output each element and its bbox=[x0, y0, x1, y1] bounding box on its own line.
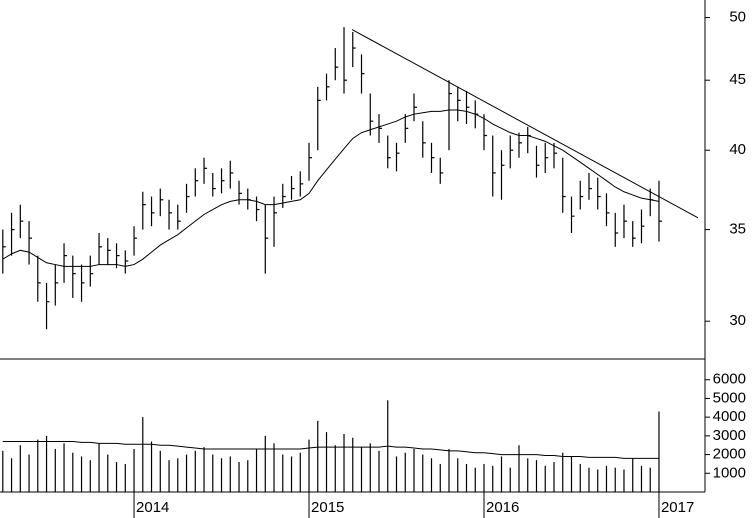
x-tick-label: 2016 bbox=[486, 499, 519, 516]
y-tick-label: 6000 bbox=[713, 371, 746, 388]
moving-average bbox=[2, 109, 660, 267]
y-tick-label: 35 bbox=[729, 221, 746, 238]
trendline bbox=[351, 29, 699, 219]
y-tick-label: 2000 bbox=[713, 446, 746, 463]
x-tick-label: 2014 bbox=[136, 499, 169, 516]
y-tick-label: 40 bbox=[729, 141, 746, 158]
y-tick-label: 30 bbox=[729, 312, 746, 329]
y-tick-label: 5000 bbox=[713, 389, 746, 406]
y-tick-label: 1000 bbox=[713, 464, 746, 481]
volume-average bbox=[2, 440, 659, 459]
y-tick-label: 45 bbox=[729, 71, 746, 88]
x-tick-label: 2015 bbox=[311, 499, 344, 516]
y-tick-label: 4000 bbox=[713, 408, 746, 425]
y-tick-label: 3000 bbox=[713, 427, 746, 444]
x-tick-label: 2017 bbox=[661, 499, 694, 516]
y-tick-label: 50 bbox=[729, 9, 746, 26]
